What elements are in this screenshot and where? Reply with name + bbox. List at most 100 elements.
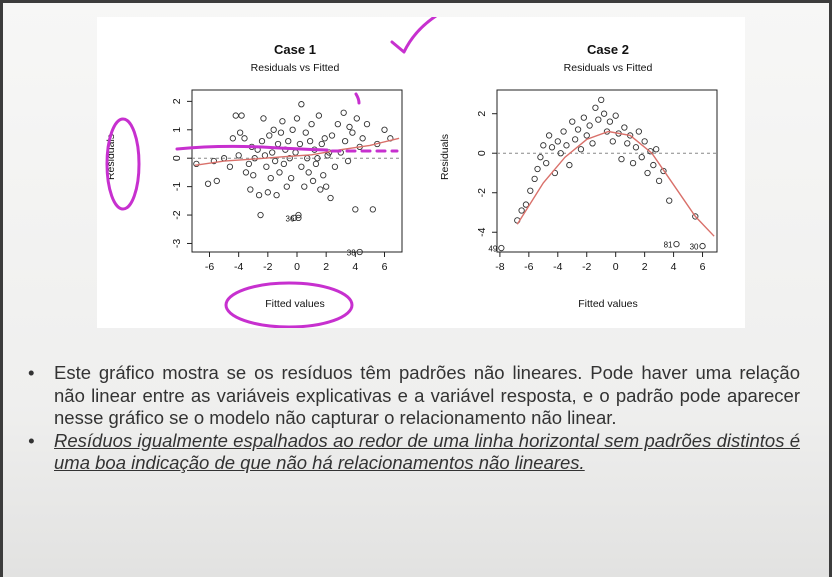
case-1-data-point (279, 118, 286, 125)
case-1-data-point (288, 174, 295, 182)
case-1-data-point (320, 172, 327, 179)
case-2-x-axis-label: Fitted values (578, 298, 638, 310)
case-1-data-point (210, 157, 218, 165)
case-1-labeled-point (356, 248, 363, 256)
case-2-data-point (641, 138, 648, 145)
case-2-data-point (563, 142, 570, 149)
case-1-y-tick-label: -1 (171, 182, 183, 191)
case-2-y-tick-label: 0 (476, 150, 488, 156)
case-2-data-point (618, 155, 625, 163)
case-1-y-tick-label: -2 (171, 210, 183, 219)
case-2-data-point (534, 165, 541, 173)
case-2-y-tick-label: -2 (476, 188, 488, 197)
case-1-y-tick-label: 0 (171, 155, 183, 161)
case-2-data-point (583, 132, 590, 139)
case-1-data-point (293, 115, 301, 122)
case-2-data-point (574, 126, 582, 133)
case-1-data-point (298, 101, 305, 108)
case-1-smoother-line (194, 137, 400, 166)
case-1-data-point (296, 140, 304, 148)
case-1-data-point (312, 160, 320, 168)
case-1-point-label: 36 (286, 214, 295, 223)
bullet-item-1: Este gráfico mostra se os resíduos têm p… (28, 362, 800, 430)
case-2-x-tick-label: -4 (553, 261, 562, 273)
case-2-data-point (632, 144, 640, 151)
tick-mark-annotation (354, 92, 361, 105)
case-1-title: Case 1 (274, 42, 316, 57)
case-1-data-point (359, 135, 366, 142)
case-1-data-point (250, 172, 257, 179)
case-1-data-point (301, 183, 308, 190)
case-2-data-point (598, 96, 605, 104)
case-1-data-point (226, 163, 234, 170)
case-2-data-point (644, 169, 651, 177)
case-2-data-point (650, 161, 657, 169)
case-1-data-point (193, 160, 200, 168)
case-2-point-label: 49 (488, 245, 497, 254)
case-1-data-point (308, 120, 315, 128)
case-1-y-tick-label: -3 (171, 239, 183, 248)
case-2-data-point (621, 124, 628, 131)
case-2-data-point (545, 132, 553, 139)
case-1-x-tick-label: -4 (234, 261, 243, 273)
case-2-x-tick-label: 4 (671, 261, 677, 273)
case-1-data-point (264, 189, 271, 196)
case-2-labeled-point (498, 244, 505, 252)
case-2-data-point (655, 177, 663, 185)
case-2-data-point (606, 118, 614, 125)
case-2-data-point (560, 128, 567, 135)
case-2-smoother-line (516, 130, 715, 237)
case-2-x-tick-label: 6 (700, 261, 706, 273)
case-2-data-point (666, 197, 673, 204)
case-1-data-point (255, 192, 263, 199)
case-2-data-point (600, 110, 608, 117)
case-1-data-point (341, 138, 349, 145)
case-1-data-point (292, 149, 299, 156)
case-1-data-point (327, 194, 334, 202)
case-1-x-tick-label: -2 (263, 261, 272, 273)
case-2-data-point (609, 138, 616, 145)
case-2-x-tick-label: -8 (495, 261, 504, 273)
case-2-data-point (566, 161, 573, 169)
case-1-data-point (229, 135, 236, 142)
checkmark-annotation (390, 17, 438, 54)
case-1-data-point (290, 214, 298, 222)
bullet-item-2: Resíduos igualmente espalhados ao redor … (28, 430, 800, 475)
residual-plots-svg: Case 1 Residuals vs Fitted Fitted values… (105, 17, 718, 328)
case-2-data-point (586, 122, 593, 129)
case-1-data-point (271, 157, 279, 165)
case-2-data-point (635, 128, 642, 135)
case-2-data-point (592, 104, 599, 111)
slide-border-left (0, 0, 3, 577)
case-2-y-tick-label: 2 (476, 111, 488, 117)
case-1-data-point (314, 155, 321, 162)
case-2-data-point (537, 154, 544, 161)
case-1-data-point (276, 169, 283, 176)
case-1-data-point (270, 126, 277, 133)
case-1-x-tick-label: 2 (323, 261, 329, 273)
case-2-data-point (569, 118, 576, 125)
case-1-data-point (309, 177, 317, 185)
case-2-data-point (554, 138, 561, 145)
case-1-data-point (369, 206, 376, 213)
case-1-data-point (334, 120, 341, 128)
case-2-data-point (580, 114, 587, 121)
case-2-x-tick-label: -6 (524, 261, 533, 273)
case-1-data-point (318, 140, 325, 148)
case-2-data-point (692, 213, 699, 220)
case-1-data-point (381, 126, 388, 133)
case-1-data-point (352, 206, 359, 213)
case-2-data-point (540, 142, 547, 149)
case-1-y-tick-label: 2 (171, 98, 183, 104)
case-2-point-label: 30 (690, 243, 699, 252)
case-2-data-point (527, 187, 534, 194)
case-2-labeled-point (673, 240, 680, 248)
case-1-data-point (286, 155, 293, 162)
case-1-data-point (260, 115, 267, 122)
case-2-title: Case 2 (587, 42, 629, 57)
case-1-data-point (267, 174, 274, 182)
case-1-data-point (235, 152, 242, 159)
case-2-data-point (624, 140, 631, 147)
case-1-data-point (317, 186, 324, 193)
case-2-data-point (629, 159, 637, 167)
